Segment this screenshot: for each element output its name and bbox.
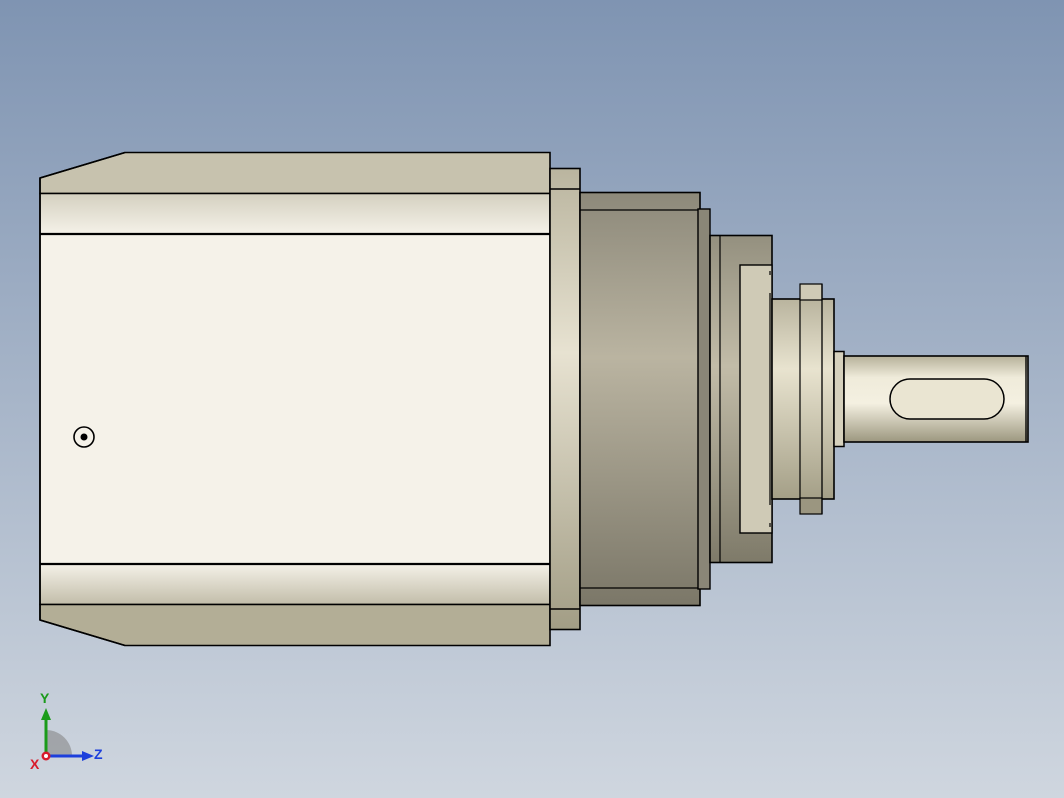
triad-ground-plane [46, 730, 72, 756]
mounting-flange [710, 236, 772, 563]
axis-triad[interactable]: Y Z X [28, 694, 108, 774]
axis-triad-svg [28, 694, 108, 774]
gearbox-housing [580, 193, 710, 606]
motor-body [40, 153, 550, 646]
x-axis [42, 752, 51, 761]
z-axis-label: Z [94, 746, 103, 762]
cad-3d-viewport[interactable]: Y Z X [0, 0, 1064, 798]
motor-collar [550, 169, 580, 630]
output-shaft [844, 356, 1028, 442]
y-axis-label: Y [40, 690, 49, 706]
shaft-keyway [890, 379, 1004, 419]
viewport-canvas [0, 0, 1064, 798]
shaft-shoulder [834, 352, 844, 447]
x-axis-label: X [30, 756, 39, 772]
pilot-spigot [772, 284, 834, 514]
